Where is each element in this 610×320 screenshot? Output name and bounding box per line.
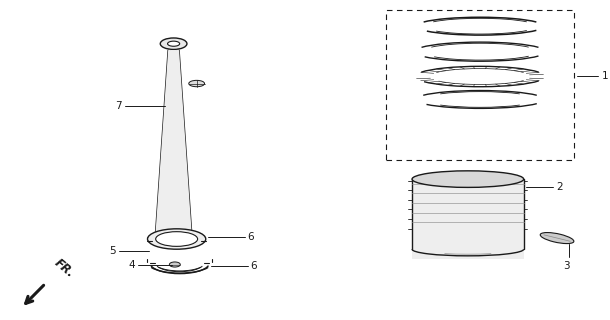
Ellipse shape	[156, 232, 198, 246]
Polygon shape	[156, 50, 192, 235]
Text: 7: 7	[115, 101, 122, 111]
Text: 2: 2	[556, 182, 562, 192]
Text: 6: 6	[248, 232, 254, 242]
Ellipse shape	[168, 41, 180, 46]
Ellipse shape	[160, 38, 187, 50]
Ellipse shape	[412, 171, 523, 188]
Text: 3: 3	[563, 261, 570, 271]
Text: 1: 1	[601, 71, 608, 81]
Text: 4: 4	[129, 260, 135, 269]
Ellipse shape	[148, 229, 206, 249]
Ellipse shape	[188, 80, 204, 87]
Text: 5: 5	[109, 246, 116, 256]
Text: 6: 6	[251, 261, 257, 271]
Text: FR.: FR.	[52, 256, 77, 280]
Bar	[386, 10, 574, 160]
Ellipse shape	[170, 262, 181, 267]
Bar	[412, 179, 523, 259]
Ellipse shape	[540, 233, 574, 244]
